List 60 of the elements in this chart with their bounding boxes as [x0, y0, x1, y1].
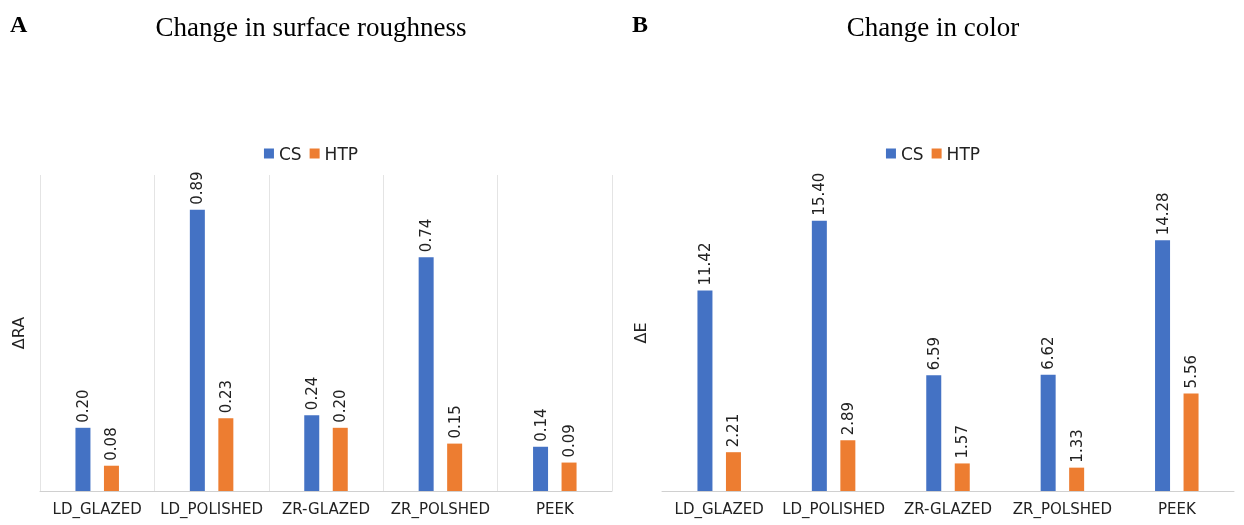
- data-label: 5.56: [1182, 354, 1201, 389]
- data-label: 1.57: [953, 425, 972, 459]
- text: B: [632, 11, 649, 37]
- data-label: 0.89: [188, 171, 207, 205]
- bar: [725, 452, 741, 491]
- x-tick-label: PEEK: [1157, 499, 1197, 518]
- x-tick-label: LD_GLAZED: [52, 499, 142, 519]
- x-tick-label: LD_POLISHED: [782, 499, 886, 519]
- bar: [1183, 393, 1199, 491]
- bar: [561, 462, 577, 491]
- data-label: 6.59: [924, 336, 943, 371]
- data-label: 0.09: [560, 424, 579, 458]
- bar: [218, 418, 234, 491]
- bar: [533, 446, 549, 491]
- bar: [447, 443, 463, 491]
- data-label: 14.28: [1153, 192, 1172, 236]
- x-tick-label: ZR-GLAZED: [282, 499, 370, 518]
- data-label: 15.40: [810, 172, 829, 216]
- bar: [811, 220, 827, 491]
- bar: [926, 375, 942, 491]
- bar: [75, 427, 91, 491]
- data-label: 2.89: [838, 401, 857, 436]
- data-label: 0.20: [73, 389, 92, 423]
- y-axis-title: ΔRA: [8, 316, 28, 350]
- legend-label: CS: [278, 143, 302, 164]
- x-tick-label: LD_GLAZED: [674, 499, 764, 519]
- data-label: 0.14: [531, 408, 550, 442]
- bar: [1069, 467, 1085, 491]
- bar: [697, 290, 713, 491]
- bar: [103, 465, 119, 491]
- bar: [304, 415, 320, 491]
- chart-title: Change in surface roughness: [155, 11, 467, 42]
- legend-label: CS: [900, 143, 924, 164]
- data-label: 1.33: [1067, 429, 1086, 463]
- x-tick-label: ZR_POLSHED: [1012, 499, 1113, 519]
- data-label: 0.24: [302, 376, 321, 411]
- data-label: 11.42: [695, 242, 714, 286]
- data-label: 0.20: [331, 389, 350, 423]
- legend-label: HTP: [946, 143, 981, 164]
- x-tick-label: ZR_POLSHED: [390, 499, 491, 519]
- data-label: 0.08: [102, 427, 121, 461]
- bar: [954, 463, 970, 491]
- text: A: [10, 11, 28, 37]
- data-label: 6.62: [1039, 336, 1058, 370]
- data-label: 2.21: [724, 413, 743, 448]
- bar: [332, 427, 348, 491]
- y-axis-title: ΔE: [630, 322, 650, 344]
- bar: [189, 209, 205, 491]
- bar: [1040, 374, 1056, 491]
- chart-title: Change in color: [846, 11, 1020, 42]
- data-label: 0.23: [216, 379, 235, 414]
- x-tick-label: ZR-GLAZED: [904, 499, 992, 518]
- data-label: 0.74: [417, 218, 436, 253]
- legend-label: HTP: [324, 143, 359, 164]
- bar: [418, 257, 434, 491]
- x-tick-label: PEEK: [535, 499, 575, 518]
- bar: [840, 440, 856, 491]
- x-tick-label: LD_POLISHED: [160, 499, 264, 519]
- bar: [1155, 240, 1171, 491]
- data-label: 0.15: [445, 405, 464, 439]
